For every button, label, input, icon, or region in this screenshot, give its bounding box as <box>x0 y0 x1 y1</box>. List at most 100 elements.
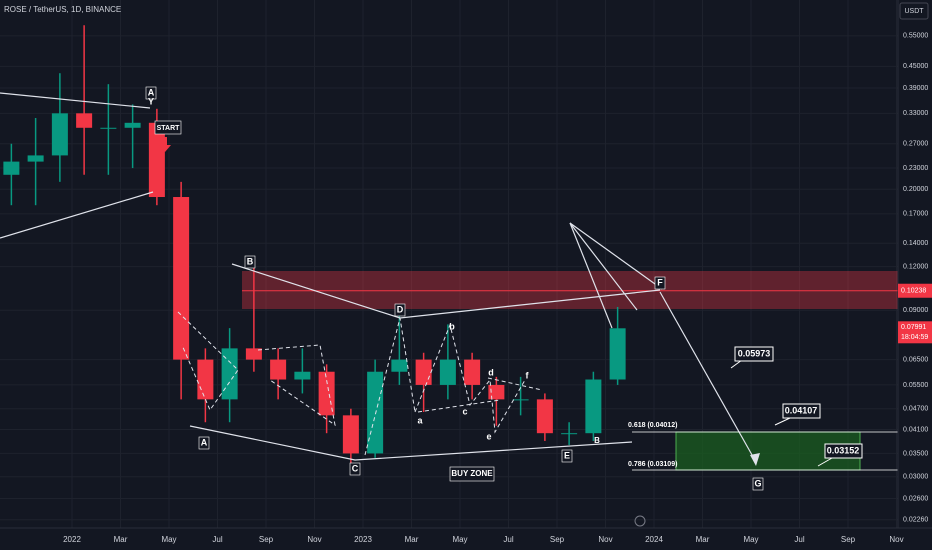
candle-body <box>221 348 238 400</box>
x-tick-label: Mar <box>696 535 710 544</box>
target-box <box>824 443 863 459</box>
candle-body <box>367 371 384 454</box>
candle-body <box>464 359 481 385</box>
wave-label: F <box>657 277 663 287</box>
pattern <box>487 377 543 391</box>
callout <box>774 417 791 426</box>
flash-icon[interactable] <box>634 515 646 527</box>
candle-body <box>124 122 141 128</box>
wave-label: A <box>148 87 155 97</box>
y-tick-label: 0.04700 <box>903 406 928 413</box>
target-label: 0.04107 <box>785 405 818 415</box>
last-price-tag <box>898 321 932 344</box>
wave-label: Y <box>148 96 154 106</box>
wave-label: C <box>352 463 359 473</box>
candle-body <box>536 399 553 434</box>
candles <box>3 25 898 468</box>
y-tick-label: 0.45000 <box>903 63 928 70</box>
fib-label: 0.786 (0.03109) <box>628 461 677 468</box>
wave-label: G <box>754 478 761 488</box>
trendline <box>189 425 633 461</box>
sub-wave-label: f <box>526 370 530 380</box>
start-arrow <box>159 137 171 152</box>
arrow <box>659 291 757 463</box>
x-tick-label: 2022 <box>63 535 81 544</box>
x-tick-label: Nov <box>307 535 321 544</box>
fan-line <box>569 222 663 290</box>
y-tick-label: 0.03500 <box>903 450 928 457</box>
y-tick-label: 0.23000 <box>903 165 928 172</box>
pattern <box>414 323 526 434</box>
candle-body <box>148 122 165 198</box>
x-tick-label: Sep <box>550 535 565 544</box>
resistance-zone <box>242 271 898 309</box>
y-tick-label: 0.39000 <box>903 85 928 92</box>
fan-line <box>569 222 613 329</box>
y-tick-label: 0.14000 <box>903 240 928 247</box>
label-box <box>561 449 573 463</box>
x-tick-label: Sep <box>259 535 274 544</box>
candle-body <box>318 371 335 416</box>
candle-body <box>245 348 262 360</box>
y-tick-label: 0.12000 <box>903 264 928 271</box>
x-tick-label: Jul <box>212 535 222 544</box>
symbol-title: ROSE / TetherUS, 1D, BINANCE <box>4 5 121 14</box>
drawings <box>0 92 898 471</box>
x-tick-label: Nov <box>598 535 612 544</box>
candle-body <box>342 415 359 454</box>
wave-label: D <box>397 304 404 314</box>
y-tick-label: 0.05500 <box>903 382 928 389</box>
candle-body <box>76 113 93 128</box>
sub-wave-label: b <box>449 321 455 331</box>
x-tick-label: 2023 <box>354 535 372 544</box>
candle-body <box>439 359 456 385</box>
pattern <box>364 317 416 456</box>
currency-button[interactable] <box>899 2 929 20</box>
fan-line <box>569 222 638 311</box>
level-tag-label: 0.10238 <box>901 288 926 295</box>
labels: A Y START B C A D E F G BUY ZONE a b c d… <box>145 86 863 491</box>
x-tick-label: Mar <box>405 535 419 544</box>
callout <box>817 457 833 467</box>
x-tick-label: May <box>452 535 467 544</box>
y-tick-label: 0.02600 <box>903 495 928 502</box>
label-box <box>244 255 256 269</box>
sub-wave-label: e <box>486 431 491 441</box>
candle-body <box>561 433 578 435</box>
x-tick-label: May <box>161 535 176 544</box>
wave-label: E <box>564 450 570 460</box>
label-box <box>198 436 210 450</box>
label-box <box>449 466 495 482</box>
candle-body <box>415 359 432 385</box>
candle-body <box>197 359 214 400</box>
target-box <box>782 403 821 419</box>
target-label: 0.03152 <box>827 445 860 455</box>
candle-body <box>391 359 408 372</box>
buy-zone-label: BUY ZONE <box>451 469 493 478</box>
wave-label: B <box>247 256 254 266</box>
y-tick-label: 0.02260 <box>903 517 928 524</box>
candle-body <box>51 113 68 156</box>
pattern <box>257 344 336 427</box>
wave-label: A <box>201 437 208 447</box>
currency-label: USDT <box>904 8 924 15</box>
sub-wave-label: c <box>462 406 467 416</box>
axes: 0.55000 0.45000 0.39000 0.33000 0.27000 0.230… <box>63 33 932 544</box>
label-box <box>154 120 182 135</box>
sub-wave-label: B <box>594 436 600 445</box>
x-tick-label: Sep <box>841 535 856 544</box>
candle-body <box>173 197 190 360</box>
start-label: START <box>157 125 181 132</box>
label-box <box>349 462 361 476</box>
y-tick-label: 0.55000 <box>903 33 928 40</box>
x-tick-label: Jul <box>794 535 804 544</box>
y-tick-label: 0.09000 <box>903 307 928 314</box>
y-tick-label: 0.27000 <box>903 141 928 148</box>
target-box <box>734 346 774 362</box>
x-tick-label: Nov <box>889 535 903 544</box>
label-box <box>654 276 666 290</box>
x-tick-label: Jul <box>503 535 513 544</box>
level-tag <box>898 283 932 298</box>
candle-body <box>27 155 44 162</box>
